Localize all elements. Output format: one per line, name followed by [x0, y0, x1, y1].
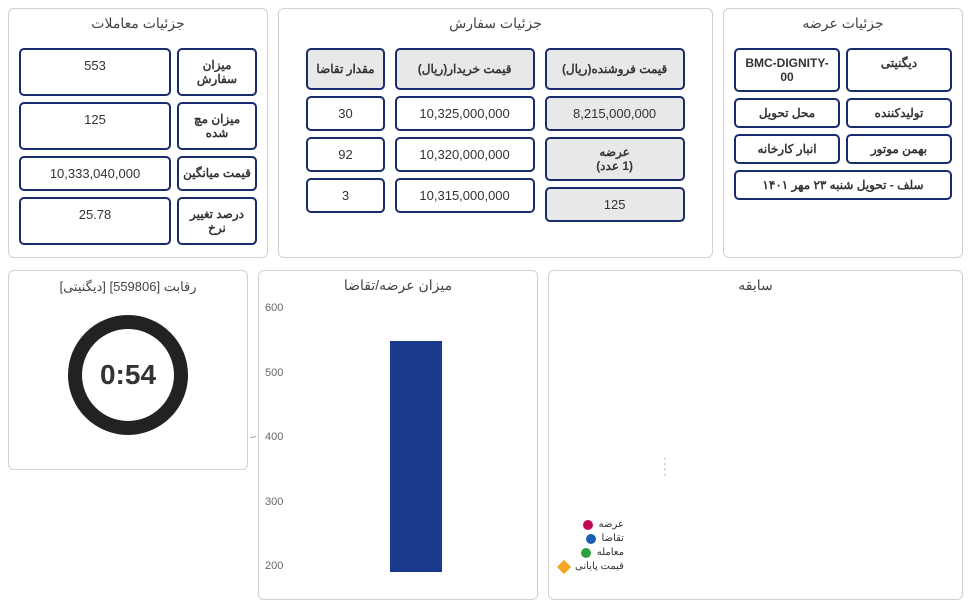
trade-title: جزئیات معاملات: [9, 9, 267, 40]
chart-ylabel: ‫‫‫‫۱: [247, 434, 258, 439]
trade-grid: میزان سفارش 553 میزان مچ شده 125 قیمت می…: [9, 40, 267, 257]
trade-label: میزان سفارش: [177, 48, 257, 96]
dot-icon: [583, 520, 593, 530]
supply-title: جزئیات عرضه: [724, 9, 962, 40]
supply-cell: BMC-DIGNITY-00: [734, 48, 840, 92]
supply-cell: محل تحویل: [734, 98, 840, 128]
chart-ytick: 500: [265, 367, 283, 379]
legend-item: قیمت پایانی: [559, 561, 624, 572]
order-details-panel: جزئیات سفارش قیمت فروشنده(ریال) 8,215,00…: [278, 8, 713, 258]
chart-ytick: 200: [265, 560, 283, 572]
competition-timer-panel: رقابت [559806] [دیگنیتی] 0:54: [8, 270, 248, 470]
buyer-qty: 30: [306, 96, 384, 131]
supply-cell: دیگنیتی: [846, 48, 952, 92]
trade-details-panel: جزئیات معاملات میزان سفارش 553 میزان مچ …: [8, 8, 268, 258]
buyer-qty: 92: [306, 137, 384, 172]
supply-demand-chart-panel: میزان عرضه/تقاضا 600500400300200 ‫‫‫‫۱: [258, 270, 538, 600]
supply-details-panel: جزئیات عرضه دیگنیتی BMC-DIGNITY-00 تولید…: [723, 8, 963, 258]
trade-value: 10,333,040,000: [19, 156, 171, 191]
chart-ytick: 400: [265, 431, 283, 443]
chart-bar: [390, 341, 442, 572]
seller-price: 8,215,000,000: [545, 96, 685, 131]
buyer-column: قیمت خریدار(ریال) 10,325,000,000 10,320,…: [395, 48, 535, 222]
order-title: جزئیات سفارش: [279, 9, 712, 40]
timer-body: 0:54: [9, 303, 247, 455]
buyer-qty: 3: [306, 178, 384, 213]
supply-cell: انبار کارخانه: [734, 134, 840, 164]
history-ylabel: ۰۰۰۰: [659, 456, 670, 477]
seller-column: قیمت فروشنده(ریال) 8,215,000,000 عرضه (1…: [545, 48, 685, 222]
legend-item: عرضه: [559, 519, 624, 530]
trade-value: 125: [19, 102, 171, 150]
chart-ytick: 600: [265, 302, 283, 314]
supply-grid: دیگنیتی BMC-DIGNITY-00 تولیدکننده محل تح…: [724, 40, 962, 212]
chart-title: میزان عرضه/تقاضا: [259, 271, 537, 302]
trade-value: 553: [19, 48, 171, 96]
qty-column: مقدار تقاضا 30 92 3: [306, 48, 384, 222]
legend-label: معامله: [597, 547, 624, 558]
trade-label: قیمت میانگین: [177, 156, 257, 191]
timer-ring: 0:54: [68, 315, 188, 435]
timer-value: 0:54: [100, 359, 156, 391]
history-legend: عرضه تقاضا معامله قیمت پایانی: [559, 519, 624, 572]
history-panel: سابقه ۰۰۰۰ عرضه تقاضا معامله قیمت پایانی: [548, 270, 963, 600]
legend-item: تقاضا: [559, 533, 624, 544]
dot-icon: [581, 548, 591, 558]
chart-ytick: 300: [265, 496, 283, 508]
diamond-icon: [557, 559, 571, 573]
supply-delivery: سلف - تحویل شنبه ۲۳ مهر ۱۴۰۱: [734, 170, 952, 200]
trade-label: میزان مچ شده: [177, 102, 257, 150]
trade-value: 25.78: [19, 197, 171, 245]
buyer-price: 10,320,000,000: [395, 137, 535, 172]
chart-area: 600500400300200 ‫‫‫‫۱: [259, 302, 537, 572]
supply-cell: بهمن موتور: [846, 134, 952, 164]
legend-label: قیمت پایانی: [575, 561, 624, 572]
chart-plot: [299, 310, 527, 572]
chart-yaxis: 600 500 400 300 200: [265, 302, 283, 572]
supply-cell: تولیدکننده: [846, 98, 952, 128]
legend-item: معامله: [559, 547, 624, 558]
buyer-head: قیمت خریدار(ریال): [395, 48, 535, 90]
history-title: سابقه: [549, 271, 962, 302]
timer-title: رقابت [559806] [دیگنیتی]: [9, 271, 247, 303]
supply-label: عرضه (1 عدد): [545, 137, 685, 181]
legend-label: تقاضا: [602, 533, 624, 544]
dot-icon: [586, 534, 596, 544]
qty-head: مقدار تقاضا: [306, 48, 384, 90]
history-body: ۰۰۰۰ عرضه تقاضا معامله قیمت پایانی: [549, 302, 962, 582]
legend-label: عرضه: [599, 519, 624, 530]
order-body: قیمت فروشنده(ریال) 8,215,000,000 عرضه (1…: [279, 40, 712, 236]
supply-qty: 125: [545, 187, 685, 222]
buyer-price: 10,325,000,000: [395, 96, 535, 131]
seller-head: قیمت فروشنده(ریال): [545, 48, 685, 90]
buyer-price: 10,315,000,000: [395, 178, 535, 213]
trade-label: درصد تغییر نرخ: [177, 197, 257, 245]
